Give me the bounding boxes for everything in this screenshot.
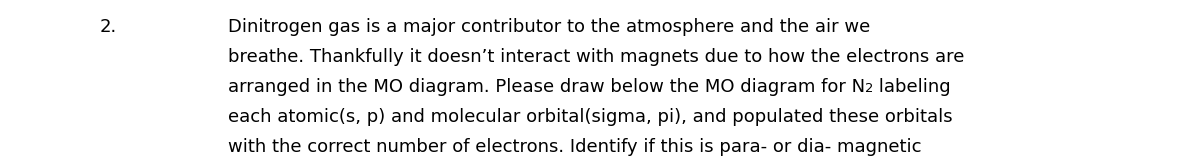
Text: Dinitrogen gas is a major contributor to the atmosphere and the air we: Dinitrogen gas is a major contributor to… xyxy=(228,18,870,36)
Text: each atomic(s, p) and molecular orbital(sigma, pi), and populated these orbitals: each atomic(s, p) and molecular orbital(… xyxy=(228,108,953,126)
Text: 2.: 2. xyxy=(100,18,118,36)
Text: breathe. Thankfully it doesn’t interact with magnets due to how the electrons ar: breathe. Thankfully it doesn’t interact … xyxy=(228,48,965,66)
Text: with the correct number of electrons. Identify if this is para- or dia- magnetic: with the correct number of electrons. Id… xyxy=(228,138,922,156)
Text: 2: 2 xyxy=(865,82,874,95)
Text: labeling: labeling xyxy=(874,78,952,96)
Text: arranged in the MO diagram. Please draw below the MO diagram for N: arranged in the MO diagram. Please draw … xyxy=(228,78,865,96)
